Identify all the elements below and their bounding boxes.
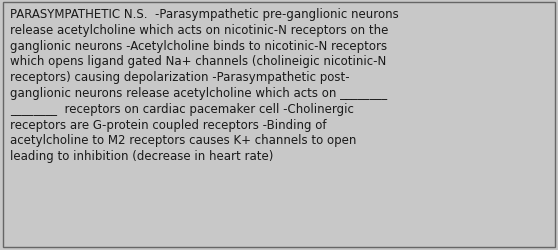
Text: PARASYMPATHETIC N.S.  -Parasympathetic pre-ganglionic neurons
release acetylchol: PARASYMPATHETIC N.S. -Parasympathetic pr…	[10, 8, 399, 162]
